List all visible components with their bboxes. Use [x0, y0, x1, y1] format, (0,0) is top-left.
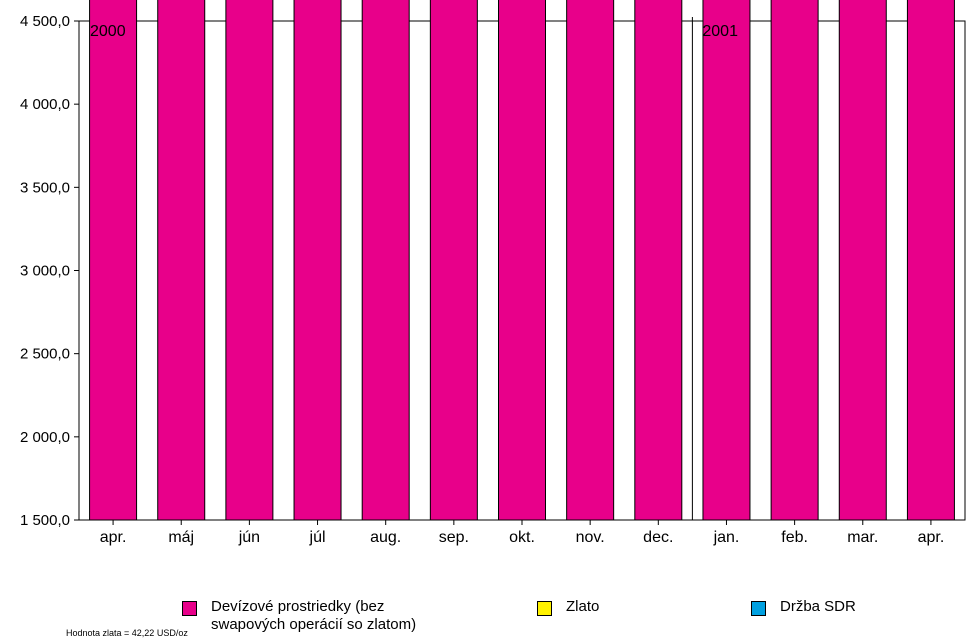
x-tick-label: feb. — [781, 529, 808, 546]
bar-segment-fx — [498, 0, 546, 521]
bar-segment-fx — [634, 0, 683, 521]
bar-segment-fx — [157, 0, 206, 521]
x-tick-label: jan. — [713, 529, 740, 546]
x-tick-label: aug. — [370, 529, 401, 546]
x-tick-label: jún — [238, 529, 260, 546]
x-tick-label: dec. — [643, 529, 673, 546]
y-tick-label: 4 000,0 — [20, 96, 70, 113]
year-label: 2000 — [90, 23, 126, 40]
year-label: 2001 — [702, 23, 738, 40]
y-tick-label: 4 500,0 — [20, 13, 70, 30]
legend-item-gold: Zlato — [537, 598, 599, 616]
bar-segment-fx — [429, 0, 478, 521]
x-tick-label: apr. — [918, 529, 945, 546]
bar-segment-fx — [702, 0, 751, 521]
reserves-bar-chart: 1 500,0 2 000,0 2 500,0 3 000,0 3 500,0 4 000… — [20, 0, 966, 546]
bar-segment-fx — [566, 0, 615, 521]
y-tick-label: 2 500,0 — [20, 346, 70, 363]
bar-segment-fx — [361, 0, 410, 521]
x-tick-label: júl — [309, 529, 326, 546]
bar-segment-fx — [906, 0, 955, 521]
legend-label-sdr: Držba SDR — [780, 598, 856, 615]
gold-value-footnote: Hodnota zlata = 42,22 USD/oz — [66, 628, 188, 638]
legend-label-foreign-exchange-line2: swapových operácií so zlatom) — [211, 616, 417, 633]
legend-label-gold: Zlato — [566, 598, 600, 615]
y-tick-label: 2 000,0 — [20, 429, 70, 446]
bar-segment-fx — [770, 0, 819, 521]
legend-swatch-foreign-exchange — [182, 601, 197, 616]
legend-item-sdr: Držba SDR — [751, 598, 856, 616]
legend-item-foreign-exchange: Devízové prostriedky (bez swapových oper… — [182, 598, 416, 634]
x-tick-label: nov. — [576, 529, 605, 546]
y-tick-label: 3 000,0 — [20, 263, 70, 280]
bar-segment-fx — [838, 0, 887, 521]
bar-segment-fx — [293, 0, 342, 521]
bar-segment-fx — [89, 0, 138, 521]
legend-swatch-gold — [537, 601, 552, 616]
x-tick-label: apr. — [100, 529, 127, 546]
x-tick-label: máj — [168, 529, 194, 546]
x-tick-label: mar. — [847, 529, 878, 546]
legend-swatch-sdr — [751, 601, 766, 616]
y-tick-label: 1 500,0 — [20, 512, 70, 529]
y-tick-label: 3 500,0 — [20, 179, 70, 196]
x-tick-label: okt. — [509, 529, 535, 546]
legend-label-foreign-exchange-line1: Devízové prostriedky (bez — [211, 598, 385, 615]
x-tick-label: sep. — [439, 529, 469, 546]
bar-segment-fx — [225, 0, 274, 521]
